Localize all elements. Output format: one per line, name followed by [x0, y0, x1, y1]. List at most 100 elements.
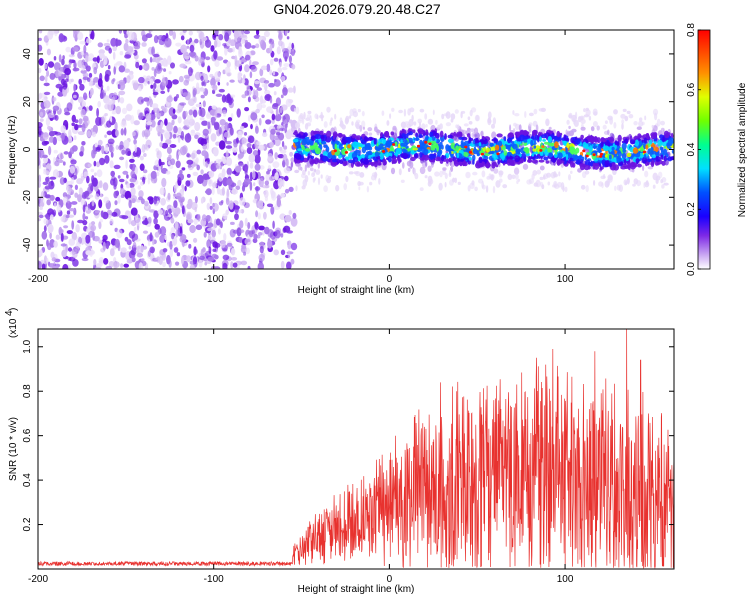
- snr-x-axis-label: Height of straight line (km): [298, 584, 415, 595]
- spectrogram-cell: [403, 139, 408, 146]
- spectrogram-cell: [642, 165, 645, 171]
- spectrogram-cell: [592, 145, 598, 149]
- spectrogram-cell: [571, 114, 577, 123]
- snr-y-axis-label: SNR (10 * v/v): [8, 417, 19, 481]
- spectrogram-cell: [528, 178, 535, 185]
- spectrogram-cell: [43, 100, 51, 109]
- spectrogram-cell: [235, 166, 242, 171]
- spectrogram-cell: [104, 144, 109, 153]
- spectrogram-cell: [435, 138, 441, 144]
- spectrogram-heatmap: [38, 30, 674, 269]
- spectrogram-cell: [568, 125, 571, 130]
- spectrogram-cell: [187, 218, 194, 224]
- spectrogram-cell: [592, 121, 598, 127]
- spectrogram-cell: [661, 140, 667, 147]
- spectrogram-cell: [83, 171, 89, 178]
- spectrogram-cell: [192, 89, 197, 98]
- spectrogram-cell: [145, 33, 153, 39]
- spectrogram-cell: [223, 233, 227, 241]
- spectrogram-cell: [522, 129, 528, 136]
- spectrogram-cell: [202, 128, 209, 136]
- spectrogram-cell: [513, 167, 520, 175]
- spectrogram-cell: [257, 212, 261, 220]
- spectrogram-cell: [113, 164, 121, 170]
- spectrogram-cell: [230, 261, 234, 269]
- spectrogram-cell: [254, 221, 259, 230]
- spectrogram-cell: [76, 178, 83, 185]
- spectrogram-cell: [166, 95, 173, 103]
- spectrogram-cell: [380, 146, 385, 150]
- spectrogram-cell: [362, 126, 365, 130]
- spectrogram-cell: [120, 263, 124, 268]
- spectrogram-cell: [79, 40, 87, 45]
- spectrogram-cell: [67, 256, 72, 261]
- spectrogram-cell: [354, 160, 361, 167]
- spectrogram-cell: [75, 224, 80, 233]
- spectrogram-cell: [205, 215, 212, 222]
- spectrogram-cell: [82, 72, 89, 78]
- spectrogram-cell: [38, 97, 41, 105]
- spectrogram-cell: [398, 109, 403, 114]
- spectrogram-cell: [644, 181, 650, 188]
- spectrogram-cell: [218, 88, 225, 93]
- spectrogram-cell: [476, 152, 480, 157]
- spectrogram-cell: [146, 75, 151, 81]
- spectrogram-cell: [213, 121, 220, 128]
- spectrogram-cell: [129, 158, 135, 163]
- spectrogram-cell: [392, 143, 396, 146]
- spectrogram-cell: [130, 170, 136, 178]
- spectrogram-cell: [265, 172, 271, 182]
- spectrogram-cell: [104, 103, 110, 110]
- spectrogram-cell: [188, 67, 193, 77]
- spectrogram-cell: [626, 177, 630, 185]
- spectrogram-cell: [77, 194, 82, 203]
- spectrogram-cell: [507, 151, 511, 157]
- spectrogram-cell: [419, 166, 426, 175]
- spectrogram-cell: [264, 94, 272, 101]
- spectrogram-cell: [149, 246, 155, 254]
- x-tick-label: -100: [204, 274, 224, 285]
- spectrogram-cell: [46, 257, 49, 264]
- spectrogram-cell: [497, 159, 501, 165]
- spectrogram-cell: [187, 164, 192, 168]
- spectrogram-cell: [158, 38, 166, 46]
- spectrogram-cell: [186, 122, 193, 128]
- spectrogram-cell: [167, 55, 172, 65]
- spectrogram-cell: [162, 261, 166, 268]
- spectrogram-cell: [511, 161, 516, 166]
- spectrogram-cell: [626, 152, 632, 158]
- spectrogram-cell: [82, 237, 86, 245]
- spectrogram-cell: [115, 39, 122, 46]
- spectrogram-cell: [472, 154, 476, 162]
- spectrogram-cell: [70, 159, 77, 165]
- spectrogram-cell: [86, 228, 91, 233]
- spectrogram-cell: [446, 158, 449, 164]
- spectrogram-cell: [67, 64, 71, 69]
- spectrogram-cell: [657, 139, 663, 147]
- snr-frame: [37, 328, 675, 570]
- spectrogram-cell: [590, 138, 595, 144]
- spectrogram-cell: [338, 154, 342, 159]
- spectrogram-cell: [226, 82, 229, 86]
- spectrogram-cell: [57, 91, 64, 97]
- spectrogram-cell: [498, 170, 503, 178]
- spectrogram-cell: [90, 224, 97, 232]
- spectrogram-cell: [197, 137, 205, 145]
- spectrogram-cell: [530, 139, 534, 147]
- spectrogram-cell: [291, 42, 295, 50]
- spectrogram-cell: [547, 181, 551, 186]
- spectrogram-cell: [126, 239, 132, 246]
- y-tick-label: 40: [22, 48, 33, 60]
- spectrogram-cell: [214, 39, 218, 48]
- spectrogram-cell: [523, 139, 528, 143]
- y-tick-label: 0.4: [22, 473, 33, 487]
- spectrogram-cell: [53, 30, 58, 37]
- spectrogram-cell: [478, 156, 483, 163]
- spectrogram-cell: [150, 84, 154, 89]
- spectrogram-cell: [124, 114, 132, 121]
- spectrogram-cell: [42, 162, 46, 167]
- x-tick-label: 100: [557, 574, 574, 585]
- spectrogram-cell: [85, 234, 91, 244]
- spectrogram-cell: [442, 167, 447, 171]
- spectrogram-cell: [188, 109, 193, 116]
